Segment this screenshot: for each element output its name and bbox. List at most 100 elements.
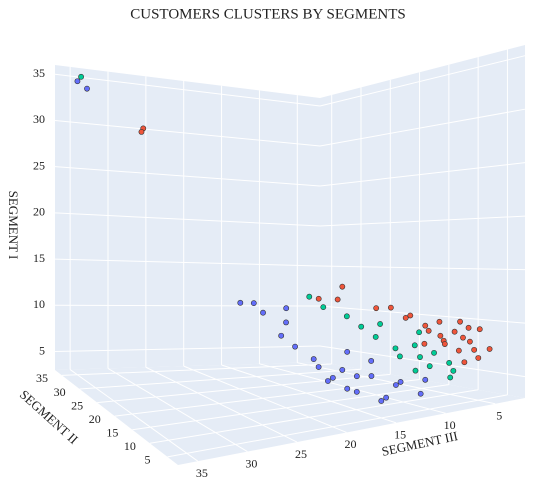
data-point — [461, 359, 468, 366]
data-point — [467, 338, 473, 345]
y-tick-label: 20 — [89, 412, 101, 426]
data-point — [237, 299, 244, 306]
y-tick-label: 5 — [144, 453, 150, 467]
data-point — [393, 382, 399, 388]
data-point — [455, 347, 462, 354]
grid-line — [97, 373, 391, 404]
data-point — [78, 73, 84, 80]
data-point — [353, 373, 360, 380]
data-point — [425, 327, 432, 334]
data-point — [387, 304, 394, 311]
y-axis-title: SEGMENT II — [17, 387, 81, 447]
data-point — [368, 373, 375, 379]
data-point — [486, 346, 493, 352]
grid-line — [319, 345, 526, 378]
grid-line — [54, 73, 321, 107]
data-point — [436, 318, 443, 325]
data-point — [343, 313, 350, 320]
data-point — [417, 354, 423, 360]
chart-title: CUSTOMERS CLUSTERS BY SEGMENTS — [130, 6, 405, 22]
grid-line — [69, 369, 199, 462]
data-point — [397, 379, 404, 385]
data-point — [460, 334, 466, 341]
data-point — [283, 319, 289, 326]
data-point — [450, 367, 457, 374]
data-point — [377, 321, 383, 327]
z-tick-label: 25 — [33, 158, 45, 172]
data-point — [476, 326, 483, 333]
y-tick-label: 35 — [36, 371, 48, 385]
x-tick-label: 25 — [295, 447, 307, 461]
data-point — [344, 385, 351, 392]
data-point — [372, 334, 379, 340]
data-point — [283, 305, 290, 312]
data-point — [250, 300, 257, 307]
data-point — [416, 329, 422, 336]
grid-line — [114, 378, 420, 417]
data-point — [407, 312, 414, 319]
data-point — [315, 364, 322, 370]
grid-line — [319, 305, 526, 324]
x-tick-label: 30 — [245, 456, 257, 470]
x-tick-label: 5 — [496, 408, 502, 422]
y-tick-label: 15 — [106, 425, 118, 439]
data-point — [397, 353, 403, 360]
grid-line — [132, 384, 449, 431]
y-tick-label: 25 — [71, 398, 83, 412]
data-point — [292, 343, 298, 350]
grid-line — [54, 304, 321, 307]
data-point — [446, 359, 453, 366]
left-wall — [55, 65, 320, 370]
data-point — [278, 332, 285, 339]
data-point — [383, 394, 390, 401]
data-point — [315, 295, 322, 302]
points — [74, 73, 493, 404]
grid-line — [319, 162, 526, 187]
data-point — [339, 283, 346, 290]
grid-line — [319, 265, 526, 271]
grid-line — [54, 258, 321, 267]
data-point — [334, 296, 341, 303]
grid-line — [107, 367, 248, 453]
data-point — [426, 363, 433, 370]
data-point — [431, 349, 437, 356]
data-point — [417, 390, 424, 397]
z-tick-label: 30 — [33, 112, 45, 126]
y-tick-label: 10 — [124, 439, 136, 453]
data-point — [339, 367, 346, 373]
grid-line — [79, 368, 362, 390]
data-point — [412, 367, 419, 374]
data-point — [422, 376, 429, 383]
data-point — [451, 328, 458, 335]
data-point — [368, 358, 375, 364]
data-point — [378, 398, 385, 404]
data-point — [138, 129, 145, 135]
data-point — [310, 356, 317, 362]
x-axis-title: SEGMENT III — [380, 428, 459, 459]
data-point — [475, 355, 482, 361]
grid-line — [145, 366, 298, 443]
data-point — [402, 314, 409, 321]
data-point — [441, 341, 448, 347]
grid-line — [54, 166, 321, 187]
data-point — [320, 304, 327, 311]
data-point — [447, 374, 454, 381]
x-tick-label: 20 — [345, 437, 357, 451]
data-point — [422, 322, 429, 329]
z-tick-label: 20 — [33, 205, 45, 219]
data-point — [437, 332, 444, 339]
data-point — [457, 318, 463, 325]
data-point — [392, 345, 399, 352]
data-point — [325, 378, 331, 384]
x-tick-label: 10 — [444, 418, 456, 432]
x-tick-label: 35 — [196, 466, 208, 480]
data-point — [84, 85, 90, 92]
grid-line — [54, 212, 321, 227]
grid-line — [149, 389, 479, 444]
grid-line — [259, 363, 446, 414]
z-tick-label: 15 — [33, 251, 45, 265]
grid-line — [183, 365, 347, 433]
data-point — [344, 348, 351, 355]
